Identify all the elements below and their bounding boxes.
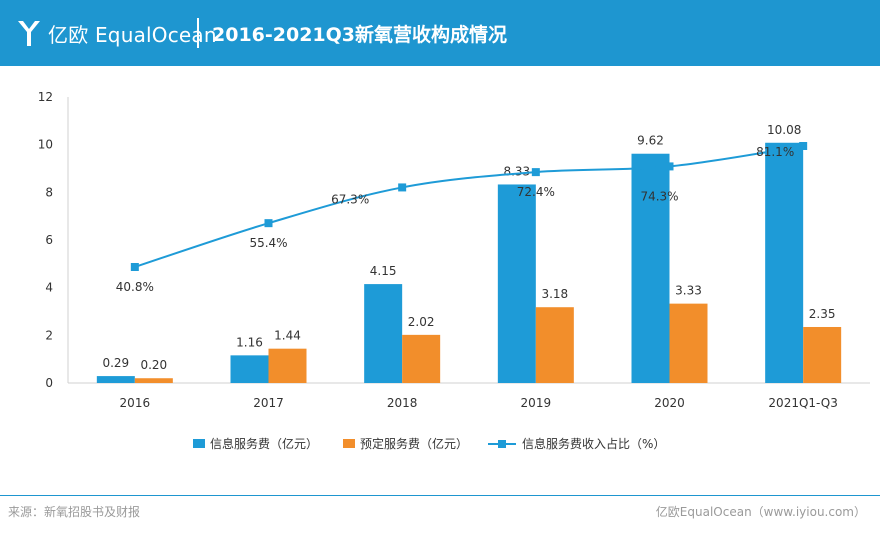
info-service-value-label: 1.16 [236,335,263,349]
share-value-label: 74.3% [640,189,678,203]
booking-service-value-label: 1.44 [274,329,301,343]
x-tick-label: 2019 [521,396,552,410]
booking-service-bar [669,303,708,383]
y-tick-label: 4 [45,281,53,295]
info-service-bar [364,284,403,383]
share-value-label: 40.8% [116,280,154,294]
footer-divider [0,495,880,496]
footer-brand: 亿欧EqualOcean（www.iyiou.com） [655,505,866,519]
booking-service-value-label: 0.20 [140,358,167,372]
y-tick-label: 0 [45,376,53,390]
logo-text: 亿欧 EqualOcean [48,22,217,47]
x-tick-label: 2021Q1-Q3 [768,396,837,410]
info-service-value-label: 9.62 [637,134,664,148]
x-tick-label: 2016 [120,396,151,410]
share-line [134,145,804,268]
y-tick-label: 10 [38,138,53,152]
info-service-bar [631,153,670,383]
header-bar: 亿欧 EqualOcean 2016-2021Q3新氧营收构成情况 [0,0,880,66]
booking-service-value-label: 2.35 [809,307,836,321]
header-divider [197,18,199,48]
page-title: 2016-2021Q3新氧营收构成情况 [212,24,508,46]
info-service-bar [497,184,536,383]
legend-swatch-booking [343,439,355,448]
share-point-marker [398,183,407,192]
share-point-marker [799,142,808,150]
booking-service-value-label: 2.02 [408,315,435,329]
legend-label-info: 信息服务费（亿元） [210,436,318,451]
booking-service-bar [803,326,842,383]
info-service-bar [765,142,804,383]
share-value-label: 67.3% [331,192,369,206]
info-service-value-label: 8.33 [503,164,530,178]
share-value-label: 72.4% [517,185,555,199]
booking-service-bar [535,307,574,383]
booking-service-bar [402,334,441,383]
booking-service-value-label: 3.33 [675,284,702,298]
equalocean-logo-icon [18,21,40,46]
share-point-marker [130,263,139,271]
info-service-value-label: 0.29 [102,356,129,370]
booking-service-bar [268,348,307,383]
booking-service-value-label: 3.18 [541,287,568,301]
legend-label-share: 信息服务费收入占比（%） [522,436,665,451]
info-service-bar [96,376,135,383]
share-value-label: 81.1% [756,145,794,159]
legend-marker-share [498,440,506,448]
logo: 亿欧 EqualOcean [16,14,217,52]
y-tick-label: 12 [38,90,53,104]
share-point-marker [531,168,540,177]
info-service-value-label: 10.08 [767,123,801,137]
share-point-marker [264,219,273,228]
y-tick-label: 8 [45,185,53,199]
booking-service-bar [134,378,173,383]
legend-swatch-info [193,439,205,448]
share-point-marker [665,162,674,171]
info-service-value-label: 4.15 [370,264,397,278]
y-tick-label: 2 [45,328,53,342]
x-tick-label: 2018 [387,396,418,410]
revenue-composition-chart: 0 2 4 6 8 10 12 2016 2017 2018 2019 2020 2021Q1-Q3 0.… [38,90,870,451]
legend-label-booking: 预定服务费（亿元） [360,436,468,451]
source-note: 来源：新氧招股书及财报 [8,505,141,519]
y-tick-label: 6 [45,233,53,247]
x-tick-label: 2020 [654,396,685,410]
x-tick-label: 2017 [253,396,284,410]
share-value-label: 55.4% [249,236,287,250]
info-service-bar [230,355,269,383]
